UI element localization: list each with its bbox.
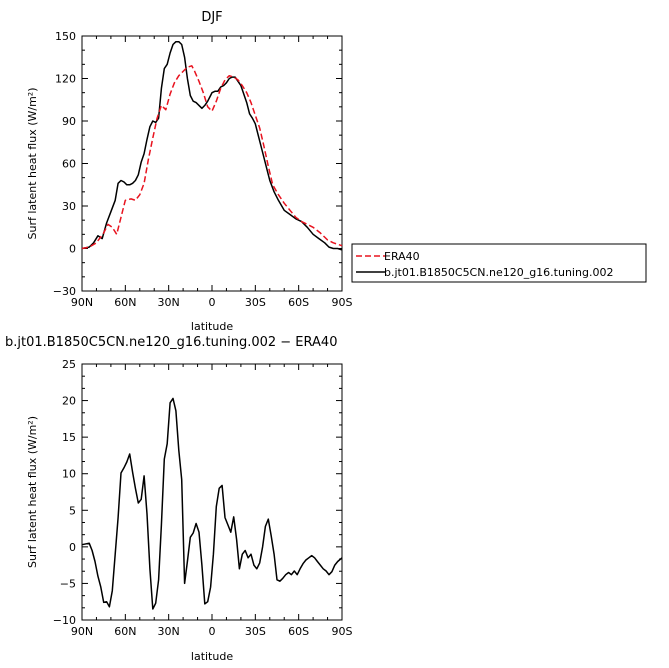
x-tick-label: 90N [71,625,93,638]
legend-label-0: ERA40 [384,250,420,263]
y-tick-label: 30 [62,200,76,213]
chart-title: b.jt01.B1850C5CN.ne120_g16.tuning.002 − … [5,335,337,350]
legend-box [351,243,647,283]
series-line-1 [81,40,343,251]
y-tick-label: −10 [53,614,76,627]
top-chart-djf: DJF −30 0 30 60 90 120 150 90N 60N 30N 0 30S 60S 90S la… [26,10,647,333]
x-tick-label: 60N [114,625,136,638]
x-tick-label: 30S [245,625,266,638]
x-tick-label: 60N [114,296,136,309]
x-tick-label: 0 [209,625,216,638]
plot-frame [81,35,343,292]
x-tick-label: 90N [71,296,93,309]
chart-title: DJF [201,10,222,25]
y-tick-label: 25 [62,358,76,371]
y-tick-label: 0 [69,541,76,554]
x-axis-label: latitude [191,320,233,333]
y-axis-label: Surf latent heat flux (W/m²) [26,88,39,240]
x-tick-label: 60S [288,625,309,638]
y-tick-label: 5 [69,504,76,517]
x-tick-label: 60S [288,296,309,309]
y-tick-label: −30 [53,285,76,298]
x-tick-label: 30N [158,625,180,638]
y-tick-label: 90 [62,115,76,128]
y-tick-label: 10 [62,468,76,481]
y-tick-label: 0 [69,243,76,256]
x-axis-label: latitude [191,650,233,663]
x-tick-label: 90S [332,296,353,309]
x-tick-label: 30S [245,296,266,309]
x-tick-label: 30N [158,296,180,309]
series-line-0 [81,65,343,250]
legend-label-1: b.jt01.B1850C5CN.ne120_g16.tuning.002 [384,266,613,279]
y-tick-label: 150 [55,30,76,43]
plot-frame [81,363,343,621]
x-tick-label: 90S [332,625,353,638]
y-tick-label: 60 [62,158,76,171]
bottom-chart-difference: b.jt01.B1850C5CN.ne120_g16.tuning.002 − … [5,335,353,663]
y-tick-label: −5 [60,577,76,590]
y-tick-label: 20 [62,395,76,408]
series-line-0 [81,397,343,610]
y-tick-label: 120 [55,73,76,86]
y-tick-label: 15 [62,431,76,444]
x-tick-label: 0 [209,296,216,309]
y-axis-label: Surf latent heat flux (W/m²) [26,416,39,568]
